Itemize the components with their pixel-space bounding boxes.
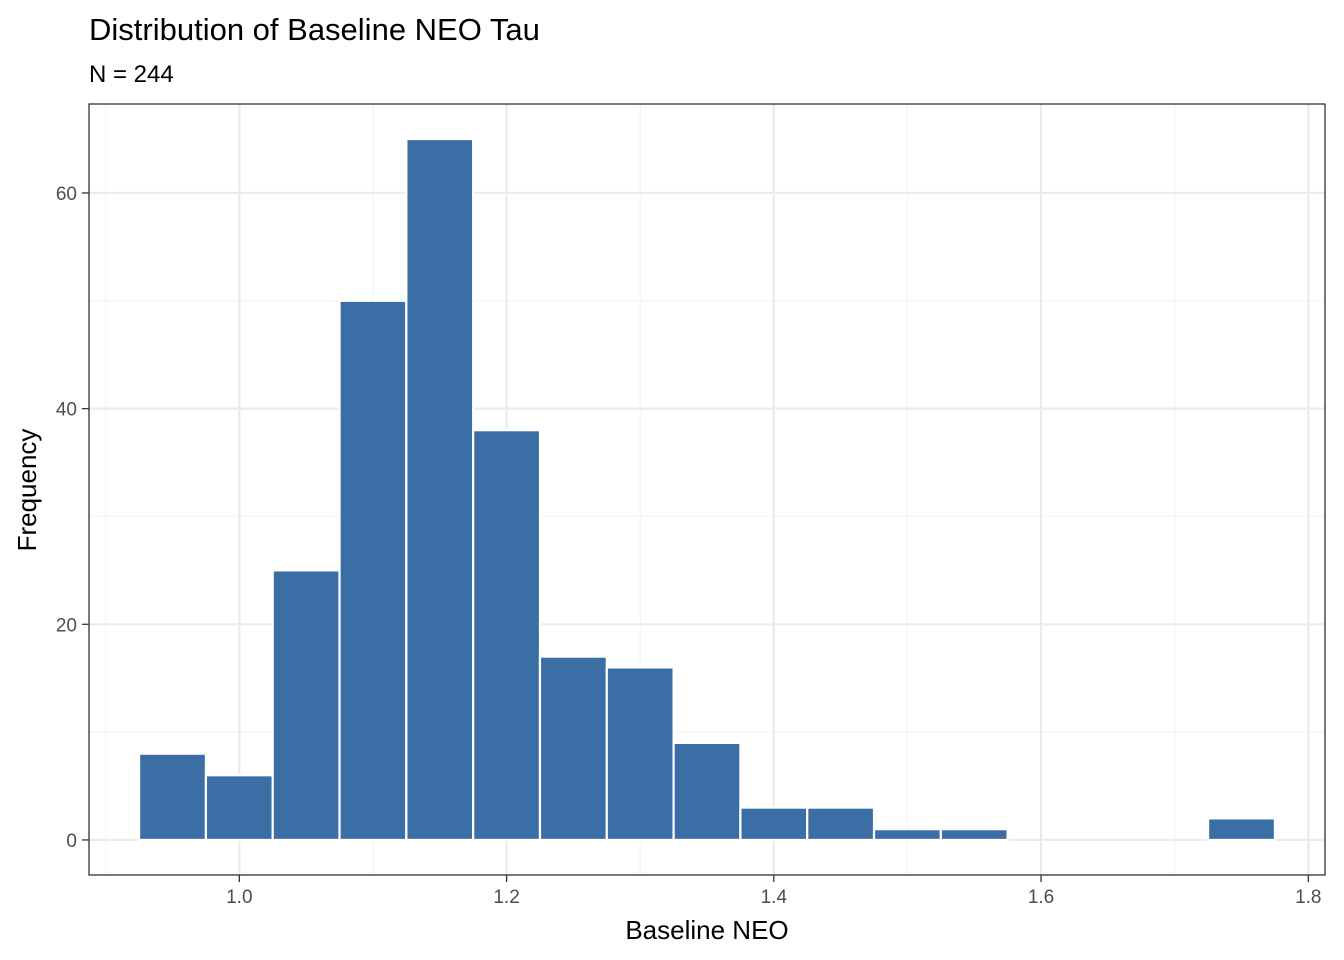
histogram-bar bbox=[739, 806, 809, 842]
y-tick-label: 60 bbox=[56, 184, 77, 205]
histogram-bar bbox=[271, 569, 341, 842]
x-axis-title: Baseline NEO bbox=[625, 915, 788, 945]
histogram-bars bbox=[138, 137, 1276, 842]
histogram-bar bbox=[672, 741, 742, 842]
histogram-bar bbox=[472, 429, 542, 842]
histogram-bar bbox=[338, 299, 408, 842]
y-tick-label: 20 bbox=[56, 615, 77, 636]
y-tick-label: 40 bbox=[56, 400, 77, 421]
x-tick-label: 1.8 bbox=[1295, 887, 1321, 908]
x-tick-label: 1.2 bbox=[493, 887, 519, 908]
histogram-bar bbox=[204, 774, 274, 842]
histogram-bar bbox=[1206, 817, 1276, 842]
histogram-bar bbox=[538, 655, 608, 842]
x-tick-label: 1.6 bbox=[1028, 887, 1054, 908]
y-tick-label: 0 bbox=[66, 831, 77, 852]
chart-subtitle: N = 244 bbox=[89, 61, 174, 88]
histogram-bar bbox=[872, 828, 942, 842]
histogram-bar bbox=[138, 752, 208, 842]
x-tick-label: 1.0 bbox=[226, 887, 252, 908]
histogram-bar bbox=[939, 828, 1009, 842]
histogram-bar bbox=[806, 806, 876, 842]
plot-panel-border bbox=[88, 103, 1326, 876]
histogram-bar bbox=[405, 137, 475, 842]
histogram-bar bbox=[605, 666, 675, 842]
y-axis-title: Frequency bbox=[12, 429, 42, 552]
axis-ticks: 1.0 1.2 1.4 1.6 1.8 0 20 40 60 bbox=[56, 184, 1322, 908]
chart-title: Distribution of Baseline NEO Tau bbox=[89, 12, 540, 47]
x-tick-label: 1.4 bbox=[761, 887, 788, 908]
